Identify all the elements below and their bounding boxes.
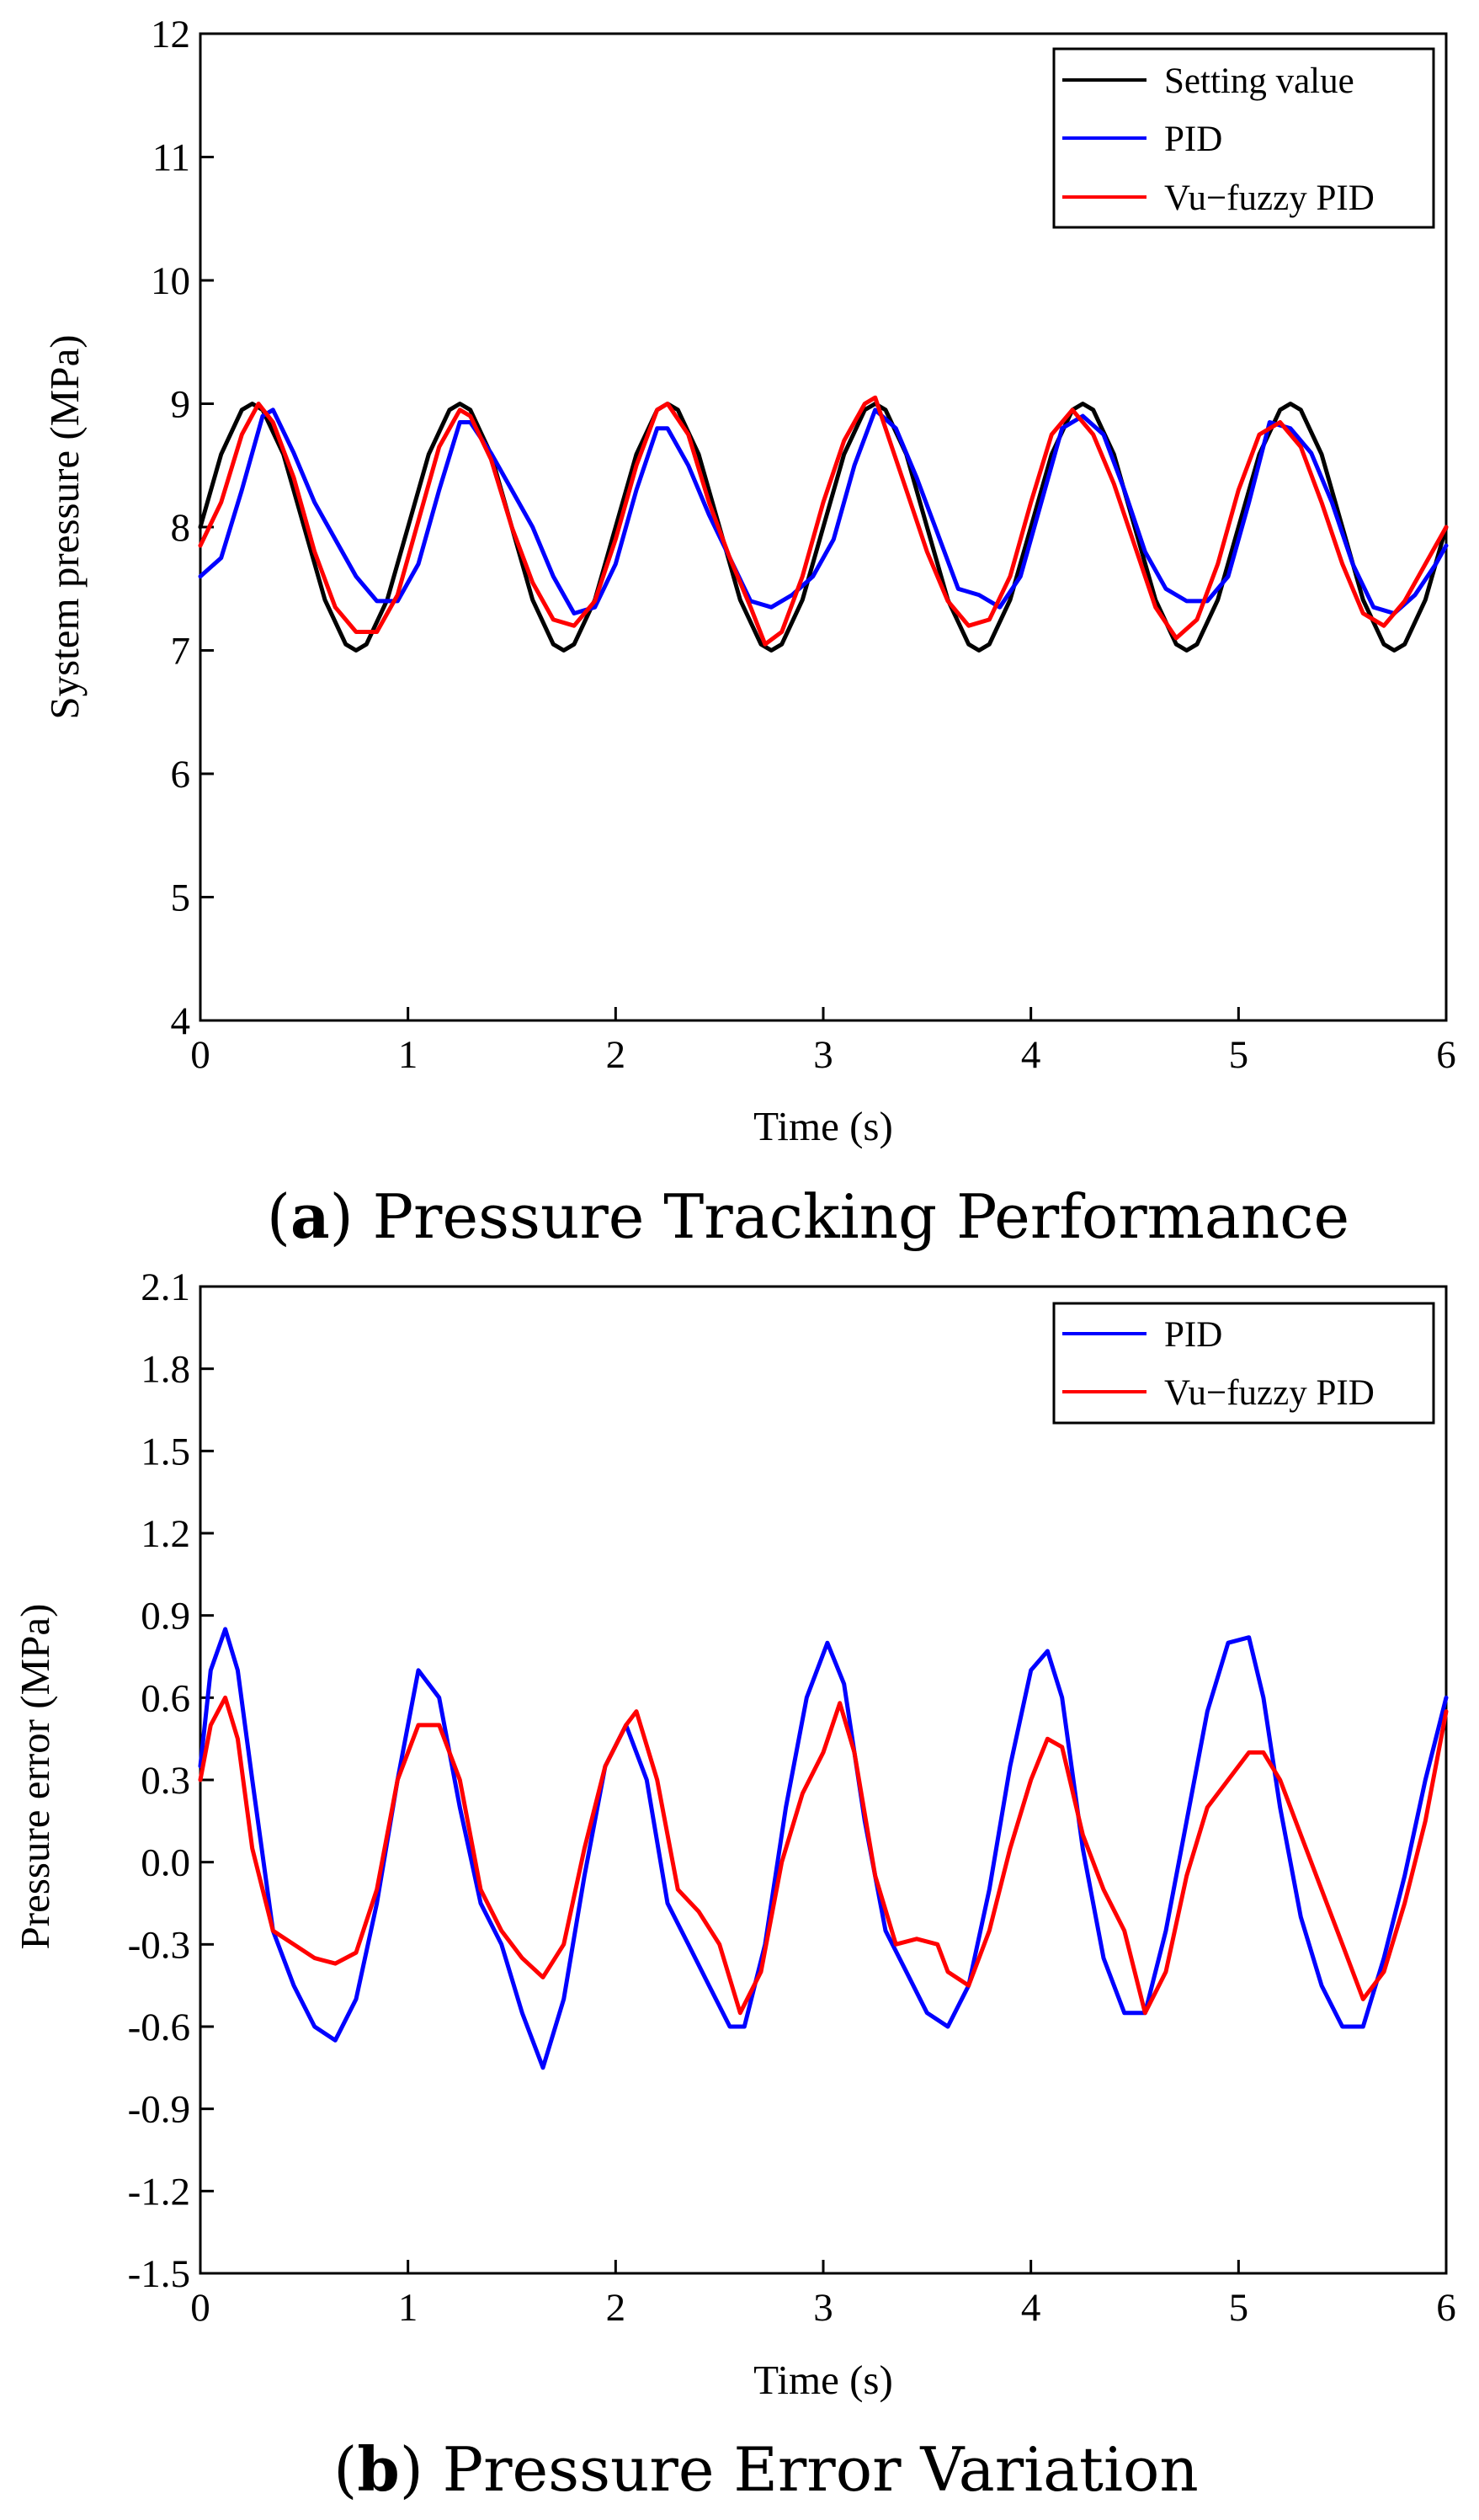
y-tick-label: 5 <box>171 876 191 920</box>
x-tick-label: 6 <box>1436 2286 1456 2330</box>
y-tick-label: 8 <box>171 506 191 550</box>
x-tick-label: 2 <box>606 1033 626 1077</box>
series-line-vu-fuzzy-pid-a <box>198 395 1449 647</box>
y-tick-label: 7 <box>171 630 191 674</box>
x-tick-label: 1 <box>398 2286 418 2330</box>
y-tick-label: -1.5 <box>128 2252 190 2296</box>
y-tick-label: 1.2 <box>141 1512 190 1556</box>
y-tick-label: 11 <box>152 136 190 180</box>
x-axis-label-b: Time (s) <box>753 2357 893 2403</box>
y-tick-label: -0.9 <box>128 2088 190 2132</box>
y-tick-label: 0.3 <box>141 1759 190 1803</box>
x-tick-label: 4 <box>1021 1033 1041 1077</box>
legend-label-pid-a: PID <box>1164 120 1222 159</box>
y-tick-label: 0.6 <box>141 1676 190 1720</box>
caption-text-b: Pressure Error Variation <box>443 2434 1199 2505</box>
x-tick-label: 0 <box>190 2286 210 2330</box>
y-tick-label: 12 <box>151 13 190 56</box>
y-tick-label: 1.8 <box>141 1348 190 1392</box>
y-tick-label: 10 <box>151 259 190 303</box>
legend-b: PID Vu−fuzzy PID <box>1052 1302 1435 1425</box>
x-tick-label: 4 <box>1021 2286 1041 2330</box>
legend-label-vu-fuzzy-pid-b: Vu−fuzzy PID <box>1164 1373 1375 1413</box>
x-tick-label: 3 <box>813 2286 833 2330</box>
legend-box-b <box>1052 1302 1435 1425</box>
y-tick-label: 9 <box>171 383 191 427</box>
x-tick-label: 6 <box>1436 1033 1456 1077</box>
series-group-b <box>198 1627 1449 2070</box>
y-tick-label: -0.6 <box>128 2006 190 2049</box>
y-tick-label: 2.1 <box>141 1265 190 1309</box>
caption-text-a: Pressure Tracking Performance <box>373 1181 1350 1252</box>
legend-label-setting-value: Setting value <box>1164 61 1354 101</box>
x-tick-label: 0 <box>190 1033 210 1077</box>
x-axis-label-a: Time (s) <box>753 1103 893 1149</box>
panel-b: 0 1 2 3 4 5 6 -1.5 -1.2 -0.9 -0.6 -0.3 0.0 0.3 0.6 0.9 1… <box>12 1265 1456 2505</box>
x-tick-label: 5 <box>1229 1033 1249 1077</box>
y-tick-label: 0.9 <box>141 1595 190 1638</box>
y-tick-label: 1.5 <box>141 1430 190 1473</box>
y-tick-label: 6 <box>171 753 191 796</box>
series-line-setting-value-a <box>198 402 1449 653</box>
x-tick-label: 3 <box>813 1033 833 1077</box>
x-tick-label: 2 <box>606 2286 626 2330</box>
legend-a: Setting value PID Vu−fuzzy PID <box>1052 47 1435 229</box>
x-tick-label: 1 <box>398 1033 418 1077</box>
caption-b: (b) Pressure Error Variation <box>333 2433 1199 2505</box>
y-tick-label: 0.0 <box>141 1841 190 1885</box>
x-tick-label: 5 <box>1229 2286 1249 2330</box>
series-line-pid-a <box>198 408 1449 615</box>
legend-label-vu-fuzzy-pid-a: Vu−fuzzy PID <box>1164 178 1375 218</box>
series-group-a <box>198 395 1449 653</box>
y-tick-label: 4 <box>171 999 191 1043</box>
caption-a: (a) Pressure Tracking Performance <box>267 1180 1349 1252</box>
y-axis-label-b: Pressure error (MPa) <box>12 1604 58 1950</box>
series-line-vu-fuzzy-pid-b <box>198 1695 1449 2016</box>
y-axis-label-a: System pressure (MPa) <box>41 334 88 719</box>
caption-letter-a: a <box>290 1180 330 1252</box>
y-tick-label: -1.2 <box>128 2170 190 2214</box>
legend-label-pid-b: PID <box>1164 1315 1222 1355</box>
axis-ticks-b: 0 1 2 3 4 5 6 -1.5 -1.2 -0.9 -0.6 -0.3 0.0 0.3 0.6 0.9 1… <box>128 1265 1456 2330</box>
caption-letter-b: b <box>357 2433 399 2505</box>
y-tick-label: -0.3 <box>128 1923 190 1967</box>
